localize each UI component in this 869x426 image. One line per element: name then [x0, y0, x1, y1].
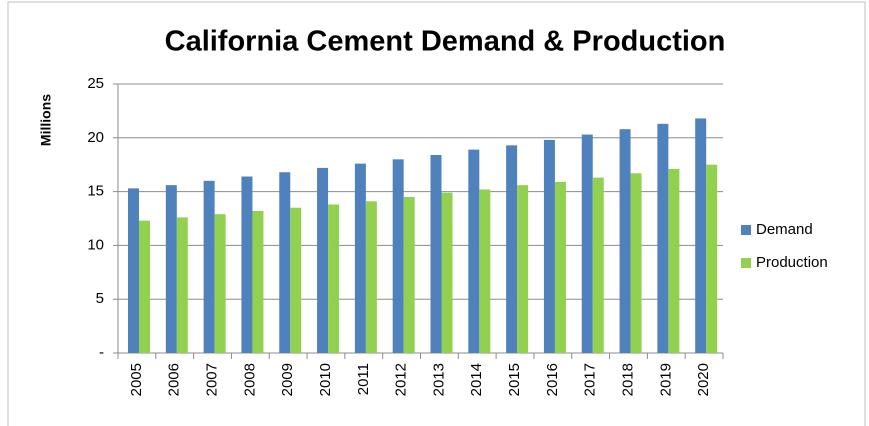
bar [468, 149, 480, 353]
x-tick-label: 2020 [695, 363, 712, 396]
legend-swatch [741, 225, 751, 235]
bar [252, 210, 264, 353]
bar [479, 189, 491, 353]
x-tick-label: 2016 [544, 363, 561, 396]
bar [506, 145, 518, 353]
bar [581, 134, 593, 353]
legend-label: Demand [756, 221, 813, 238]
bar [279, 172, 291, 353]
bar [630, 173, 642, 353]
x-tick-label: 2012 [393, 363, 410, 396]
bar [139, 220, 150, 353]
x-tick-label: 2006 [166, 363, 183, 396]
y-tick-label: - [99, 344, 104, 361]
legend-swatch [741, 258, 751, 268]
y-axis-label: Millions [38, 94, 54, 146]
legend-label: Production [756, 254, 828, 271]
x-tick-label: 2014 [468, 363, 485, 396]
y-tick-label: 10 [87, 236, 104, 253]
x-tick-label: 2017 [582, 363, 599, 396]
bar [392, 159, 404, 353]
y-tick-label: 25 [87, 75, 104, 92]
x-tick-label: 2011 [355, 363, 372, 395]
bar [176, 217, 188, 353]
bar [317, 167, 329, 353]
bar [668, 169, 680, 353]
bar [203, 180, 215, 353]
x-tick-label: 2018 [619, 363, 636, 396]
bar [430, 155, 442, 353]
x-tick-label: 2005 [128, 363, 145, 396]
bar [619, 129, 631, 353]
bar [328, 204, 340, 353]
bar [592, 177, 604, 353]
bar [543, 139, 555, 353]
bar [695, 118, 707, 353]
bar [128, 188, 139, 353]
bar [354, 163, 366, 353]
bar [657, 123, 669, 353]
bar [165, 185, 177, 353]
y-tick-label: 20 [87, 129, 104, 146]
x-tick-label: 2019 [657, 363, 674, 396]
y-tick-label: 5 [96, 290, 104, 307]
bar [554, 181, 566, 353]
y-tick-label: 15 [87, 183, 104, 200]
bar [214, 214, 226, 353]
bar [706, 164, 718, 353]
bar [517, 185, 529, 353]
x-tick-label: 2009 [279, 363, 296, 396]
x-tick-label: 2008 [241, 363, 258, 396]
chart-title: California Cement Demand & Production [165, 26, 726, 58]
x-tick-label: 2007 [204, 363, 221, 396]
x-tick-label: 2010 [317, 363, 334, 396]
x-tick-label: 2013 [430, 363, 447, 396]
x-tick-label: 2015 [506, 363, 523, 396]
bar [365, 201, 377, 353]
bar [403, 196, 415, 353]
bar [441, 192, 453, 353]
bar [241, 176, 253, 353]
bar [290, 207, 302, 353]
